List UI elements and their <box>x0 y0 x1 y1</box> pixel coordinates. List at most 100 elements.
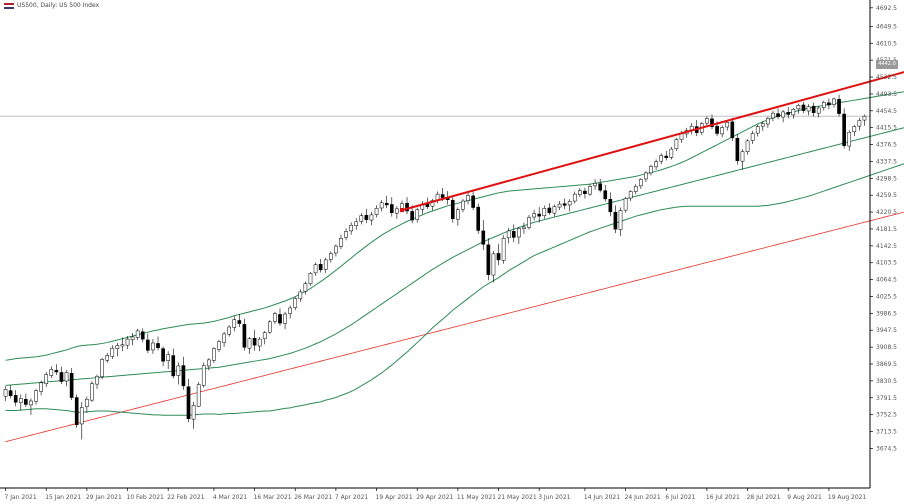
x-tick-label: 19 Apr 2021 <box>376 494 413 501</box>
y-tick-label: 4692.5 <box>876 5 897 12</box>
candle <box>140 328 145 343</box>
candle <box>257 336 262 352</box>
candle-body <box>608 199 613 213</box>
candle <box>522 222 526 234</box>
candle <box>806 104 811 116</box>
candle <box>196 381 201 408</box>
y-tick-label: 3791.5 <box>876 395 897 402</box>
candle <box>857 117 862 131</box>
x-tick-label: 7 Apr 2021 <box>335 494 368 501</box>
bollinger-middle-band <box>5 127 904 386</box>
candle-body <box>578 190 582 195</box>
price-badge: 4442.0 <box>876 60 898 69</box>
candle-body <box>471 195 475 208</box>
candle-body <box>456 209 460 220</box>
candle <box>456 207 460 226</box>
candle-body <box>207 359 211 367</box>
candle-body <box>598 183 603 191</box>
candle-body <box>623 198 628 211</box>
candle-body <box>862 115 867 121</box>
candle <box>384 195 389 208</box>
candle-body <box>501 238 506 261</box>
candle-body <box>85 399 89 407</box>
candle-body <box>34 390 38 402</box>
candle <box>379 200 384 212</box>
x-tick-label: 6 Jul 2021 <box>665 494 695 501</box>
y-tick-label: 4376.5 <box>876 142 897 149</box>
candle <box>654 159 658 170</box>
candle-body <box>303 283 308 292</box>
moving-average-layer <box>5 211 904 443</box>
candle <box>832 97 836 108</box>
candle-body <box>166 354 171 362</box>
candle <box>562 198 567 209</box>
x-tick-label: 4 Mar 2021 <box>213 494 247 501</box>
candle-body <box>572 193 577 202</box>
candle-body <box>288 307 292 314</box>
candle-body <box>100 359 104 378</box>
moving-average-line <box>5 211 904 443</box>
candle-body <box>212 348 216 361</box>
candle-body <box>110 347 115 357</box>
y-tick-label: 4532.5 <box>876 74 897 81</box>
candle <box>303 281 308 295</box>
candle-body <box>705 118 709 124</box>
candle <box>608 192 613 217</box>
candle <box>191 401 196 429</box>
x-tick-label: 11 May 2021 <box>457 494 496 501</box>
candle-body <box>95 376 99 385</box>
candle <box>567 199 572 212</box>
candle <box>278 308 282 326</box>
candle <box>151 339 155 354</box>
candle <box>39 380 43 396</box>
candle <box>242 318 247 351</box>
y-tick-label: 3908.5 <box>876 344 897 351</box>
candle-body <box>811 106 816 113</box>
y-tick-label: 3947.5 <box>876 327 897 334</box>
candle-body <box>842 113 846 146</box>
candle <box>171 348 176 379</box>
candle-body <box>715 125 719 134</box>
candle <box>237 314 242 327</box>
candle-body <box>659 155 663 162</box>
candle <box>59 366 64 385</box>
candle <box>674 137 679 151</box>
candle <box>486 238 491 281</box>
candle <box>328 251 333 263</box>
candle-body <box>247 338 252 349</box>
candle <box>85 396 89 413</box>
candle-body <box>491 253 496 276</box>
candle <box>13 390 18 407</box>
candle <box>517 227 521 244</box>
candle-body <box>506 230 511 239</box>
candle-body <box>146 339 150 351</box>
candle <box>166 351 171 369</box>
candle <box>491 250 496 283</box>
y-tick-label: 4103.5 <box>876 260 897 267</box>
y-tick-label: 3986.5 <box>876 310 897 317</box>
candle-body <box>242 324 247 348</box>
candle <box>105 352 110 363</box>
candle <box>283 311 287 330</box>
x-tick-label: 29 Apr 2021 <box>416 494 453 501</box>
candle-body <box>740 151 745 162</box>
candle <box>334 244 338 257</box>
candle <box>669 146 674 160</box>
y-tick-label: 4493.5 <box>876 91 897 98</box>
candle <box>552 204 557 217</box>
candle-body <box>618 210 623 230</box>
candle <box>842 108 846 149</box>
candle-body <box>760 123 765 127</box>
candle-body <box>557 203 562 208</box>
candle-body <box>400 203 404 209</box>
candle-body <box>547 207 552 213</box>
candle <box>201 362 206 388</box>
x-tick-label: 26 Mar 2021 <box>294 494 332 501</box>
candle-body <box>313 264 318 274</box>
candle-body <box>613 212 618 230</box>
flag-icon <box>4 2 14 9</box>
candle <box>821 100 826 111</box>
candle <box>339 234 343 250</box>
candle-body <box>334 245 338 254</box>
